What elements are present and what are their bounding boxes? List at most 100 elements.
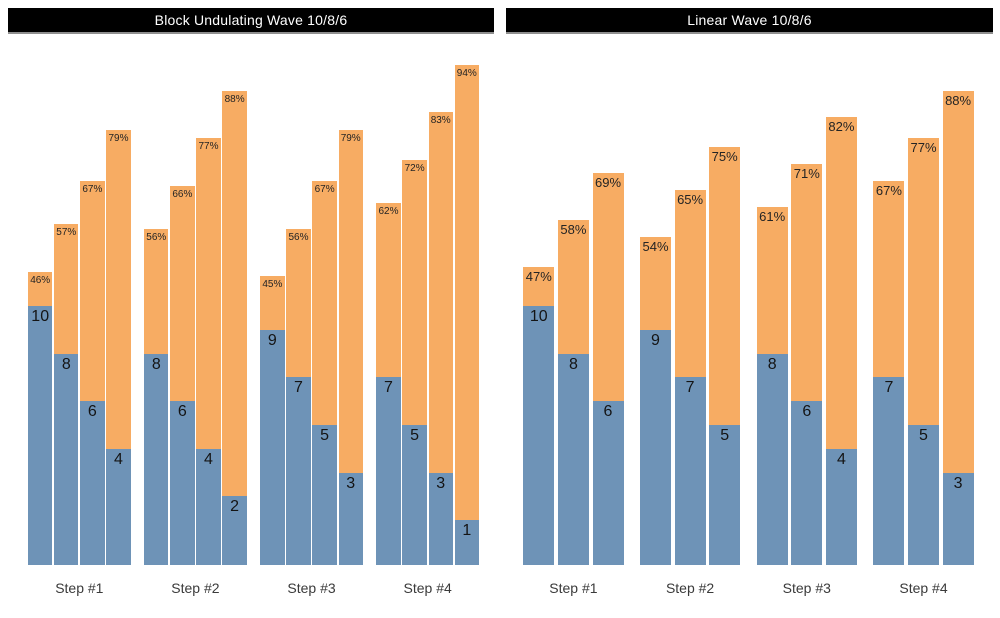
set-bar: 57% 8 [54,224,79,565]
x-axis-label: Step #3 [287,580,336,596]
reps-label: 1 [462,522,472,540]
reps-segment: 4 [106,448,131,565]
reps-segment: 7 [674,377,706,565]
reps-segment: 6 [592,401,624,565]
right-chart-title: Linear Wave 10/8/6 [687,12,812,28]
intensity-percent-label: 94% [456,67,477,79]
reps-label: 7 [884,379,894,397]
reps-label: 5 [410,427,420,444]
set-bar: 79% 4 [106,129,131,565]
x-axis-label: Step #1 [549,580,598,596]
reps-segment: 7 [873,377,905,565]
intensity-percent-label: 77% [910,140,937,156]
reps-label: 5 [919,427,928,444]
intensity-percent-label: 79% [340,132,361,144]
reps-label: 6 [177,403,187,421]
set-bar: 83% 3 [428,112,453,565]
intensity-percent-label: 77% [198,141,219,153]
reps-segment: 5 [908,425,939,565]
x-axis-label: Step #2 [665,580,715,596]
reps-segment: 1 [454,520,479,565]
left-chart-title-bar: Block Undulating Wave 10/8/6 [8,8,494,34]
intensity-percent-label: 61% [759,209,786,225]
reps-segment: 8 [756,353,788,565]
x-axis-label: Step #1 [55,580,104,596]
set-bar: 54% 9 [640,237,671,565]
reps-label: 7 [384,379,393,397]
set-bar: 77% 4 [196,138,221,565]
set-bar: 46% 10 [28,271,53,565]
reps-segment: 8 [54,353,79,565]
reps-label: 7 [294,379,303,397]
left-chart-title: Block Undulating Wave 10/8/6 [154,12,348,28]
intensity-percent-label: 88% [224,93,245,105]
reps-segment: 8 [557,353,589,565]
reps-label: 8 [568,355,578,373]
intensity-percent-label: 67% [314,184,335,196]
reps-segment: 10 [28,306,53,565]
set-bar: 56% 7 [286,228,311,565]
x-axis-label: Step #4 [899,580,948,596]
reps-label: 4 [204,450,213,468]
reps-label: 4 [836,450,846,468]
intensity-percent-label: 69% [594,174,622,190]
intensity-percent-label: 62% [378,205,399,217]
right-chart-title-bar: Linear Wave 10/8/6 [506,8,993,34]
reps-label: 9 [651,331,660,349]
reps-segment: 7 [376,377,401,565]
intensity-percent-label: 47% [525,269,552,285]
intensity-percent-label: 67% [82,184,103,196]
intensity-percent-label: 67% [875,183,902,199]
reps-segment: 3 [942,472,974,565]
reps-label: 3 [436,474,446,492]
reps-label: 3 [953,474,963,492]
intensity-percent-label: 82% [828,118,855,134]
set-bar: 71% 6 [791,164,823,565]
set-bar: 72% 5 [402,159,427,565]
intensity-percent-label: 46% [30,274,51,286]
set-bar: 62% 7 [376,202,401,565]
reps-label: 10 [529,308,548,325]
reps-label: 6 [802,403,812,421]
reps-label: 10 [31,308,50,325]
intensity-percent-label: 72% [404,162,425,174]
set-bar: 75% 5 [709,146,741,565]
reps-label: 9 [267,331,277,349]
reps-label: 5 [320,427,330,444]
x-axis-label: Step #2 [171,580,220,596]
set-bar: 66% 6 [170,185,195,565]
x-axis-label: Step #4 [403,580,452,596]
set-bar: 67% 7 [873,181,905,565]
reps-label: 8 [151,355,161,373]
set-bar: 77% 5 [908,138,939,565]
set-bar: 79% 3 [338,129,363,565]
set-bar: 82% 4 [825,116,857,565]
reps-segment: 3 [428,472,453,565]
intensity-percent-label: 58% [560,222,587,238]
reps-label: 4 [114,450,123,468]
set-bar: 61% 8 [756,207,788,565]
reps-segment: 8 [144,353,169,565]
intensity-percent-label: 88% [945,92,972,108]
reps-label: 7 [685,379,695,397]
reps-segment: 2 [222,496,247,565]
reps-label: 6 [87,403,97,421]
reps-label: 8 [61,355,71,373]
reps-segment: 3 [338,472,363,565]
reps-segment: 4 [825,448,857,565]
reps-segment: 5 [709,425,741,565]
set-bar: 58% 8 [557,220,589,565]
reps-segment: 9 [640,329,671,565]
intensity-percent-label: 71% [793,166,820,181]
reps-label: 5 [720,427,730,444]
reps-segment: 7 [286,377,311,565]
reps-segment: 10 [523,306,555,565]
reps-segment: 6 [170,401,195,565]
reps-segment: 9 [260,329,285,565]
reps-label: 8 [767,355,777,373]
reps-segment: 5 [402,425,427,565]
set-bar: 45% 9 [260,276,285,565]
set-bar: 69% 6 [592,172,624,565]
reps-label: 6 [603,403,613,421]
